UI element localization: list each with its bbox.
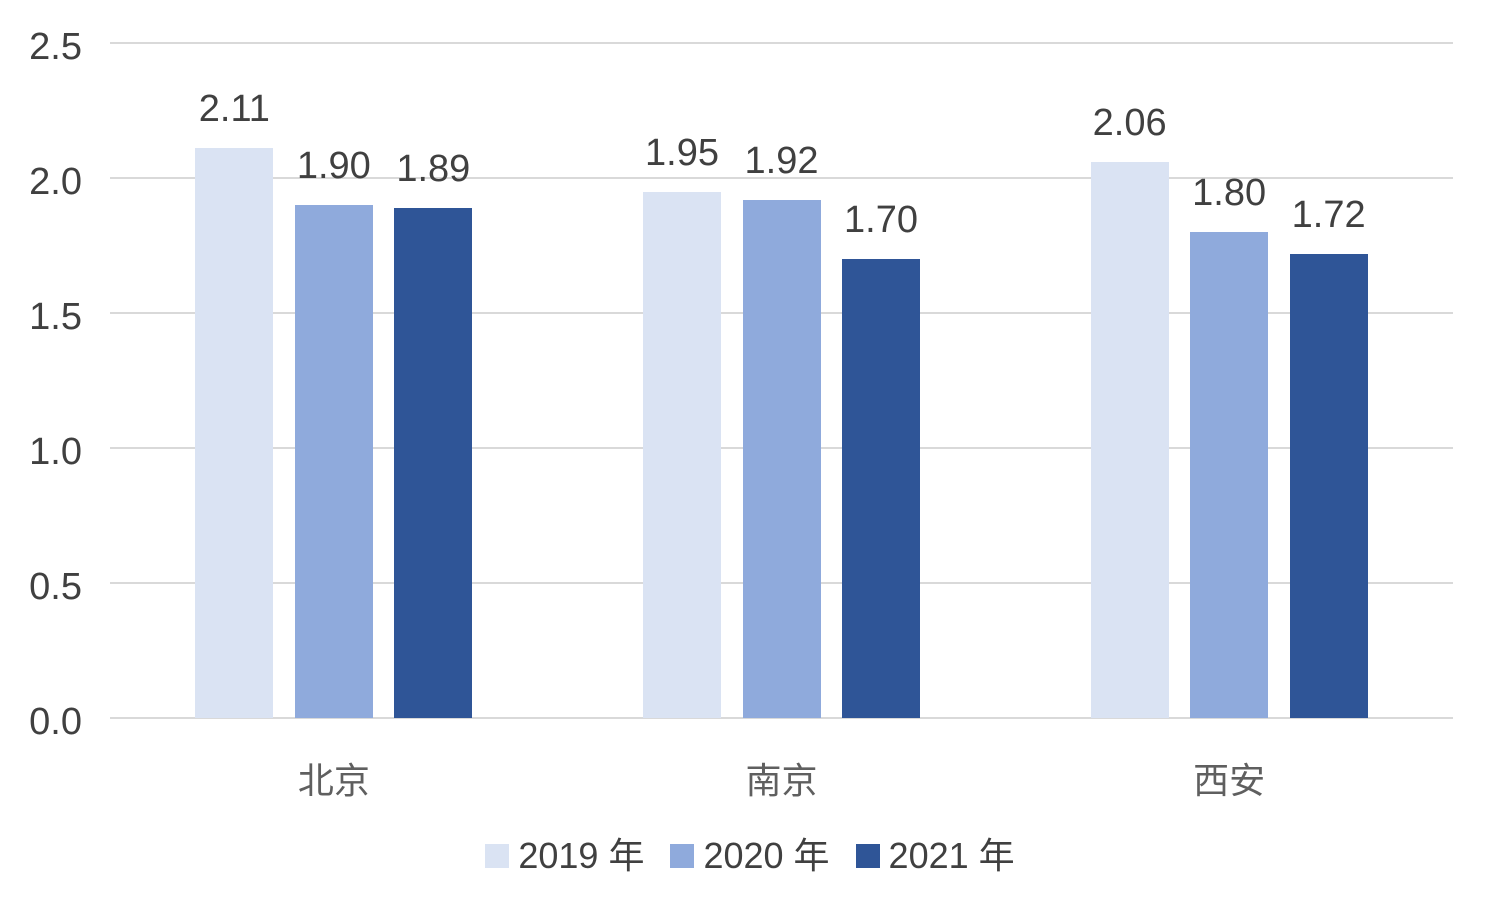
bar-value-label: 1.72	[1291, 193, 1366, 236]
legend-swatch	[670, 844, 695, 868]
legend: 2019 年 2020 年 2021 年	[0, 838, 1500, 874]
legend-item: 2019 年	[485, 838, 644, 874]
gridline	[110, 582, 1453, 584]
bar-value-label: 2.06	[1092, 101, 1167, 144]
category-label: 西安	[1193, 760, 1266, 801]
bar	[294, 205, 373, 718]
bar-value-label: 1.90	[296, 145, 371, 187]
y-axis-tick-label: 2.0	[29, 161, 82, 203]
legend-label: 2021 年	[888, 835, 1015, 876]
category-label: 北京	[297, 760, 370, 801]
legend-swatch	[485, 844, 510, 868]
legend-item: 2020 年	[670, 835, 830, 876]
bar	[742, 199, 821, 718]
category-label: 南京	[745, 760, 818, 801]
y-axis-tick-label: 0.5	[29, 566, 82, 608]
legend-label: 2020 年	[703, 835, 830, 876]
bar-value-label: 1.95	[645, 131, 719, 174]
bar	[1289, 253, 1368, 718]
bar	[643, 191, 721, 718]
gridline	[110, 447, 1453, 449]
legend-item: 2021 年	[855, 835, 1015, 876]
bar	[394, 207, 473, 718]
bar	[1090, 161, 1169, 718]
gridline	[110, 42, 1453, 44]
bar-value-label: 1.89	[396, 147, 471, 190]
y-axis-tick-label: 1.0	[29, 431, 82, 473]
legend-swatch	[855, 844, 880, 868]
bar-value-label: 1.70	[844, 199, 918, 241]
bar-value-label: 1.92	[744, 139, 819, 182]
legend-label: 2019 年	[518, 835, 645, 876]
bar	[195, 148, 274, 718]
bar-value-label: 2.11	[198, 88, 270, 131]
y-axis-tick-label: 1.5	[29, 296, 82, 338]
y-axis-tick-label: 2.5	[29, 26, 82, 68]
bar	[1190, 232, 1269, 718]
bar	[842, 259, 920, 718]
y-axis-tick-label: 0.0	[29, 701, 82, 743]
gridline	[110, 312, 1453, 314]
gridline	[110, 177, 1453, 179]
gridline	[110, 717, 1453, 719]
bar-value-label: 1.80	[1192, 172, 1267, 214]
